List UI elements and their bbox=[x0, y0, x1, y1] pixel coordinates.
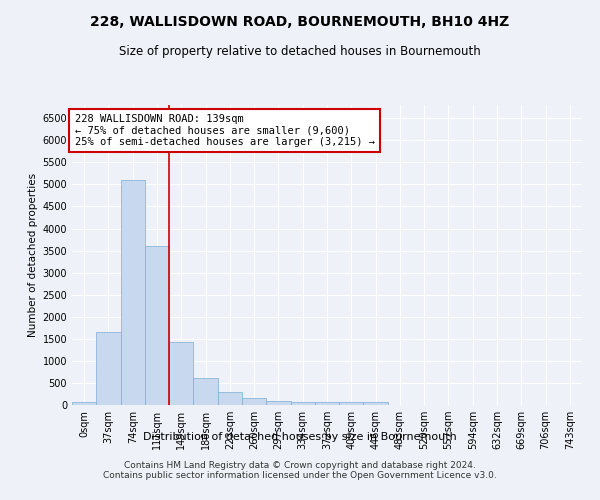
Text: 228, WALLISDOWN ROAD, BOURNEMOUTH, BH10 4HZ: 228, WALLISDOWN ROAD, BOURNEMOUTH, BH10 … bbox=[91, 15, 509, 29]
Bar bbox=[218, 392, 242, 405]
Bar bbox=[290, 402, 315, 405]
Y-axis label: Number of detached properties: Number of detached properties bbox=[28, 173, 38, 337]
Text: Size of property relative to detached houses in Bournemouth: Size of property relative to detached ho… bbox=[119, 45, 481, 58]
Text: Distribution of detached houses by size in Bournemouth: Distribution of detached houses by size … bbox=[143, 432, 457, 442]
Text: Contains HM Land Registry data © Crown copyright and database right 2024.
Contai: Contains HM Land Registry data © Crown c… bbox=[103, 460, 497, 480]
Bar bbox=[145, 246, 169, 405]
Text: 228 WALLISDOWN ROAD: 139sqm
← 75% of detached houses are smaller (9,600)
25% of : 228 WALLISDOWN ROAD: 139sqm ← 75% of det… bbox=[74, 114, 374, 147]
Bar bbox=[266, 400, 290, 405]
Bar bbox=[339, 402, 364, 405]
Bar bbox=[121, 180, 145, 405]
Bar bbox=[193, 378, 218, 405]
Bar bbox=[364, 402, 388, 405]
Bar bbox=[96, 332, 121, 405]
Bar bbox=[72, 402, 96, 405]
Bar bbox=[315, 402, 339, 405]
Bar bbox=[242, 398, 266, 405]
Bar bbox=[169, 342, 193, 405]
